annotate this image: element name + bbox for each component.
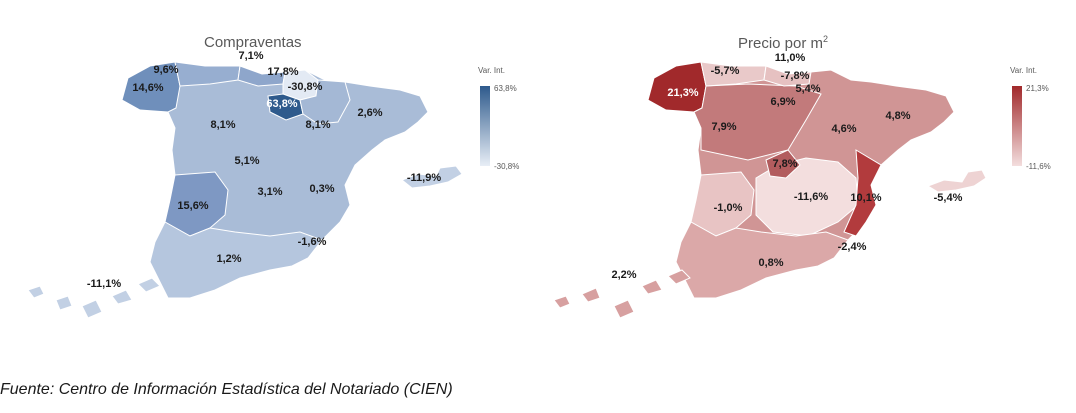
region-label: -11,1% bbox=[86, 278, 122, 290]
map-compraventas: Compraventas 7,1% 9,6% 17,8% -30,8% 14,6… bbox=[0, 0, 540, 340]
region-label: 7,1% bbox=[238, 50, 264, 62]
region-label: 7,8% bbox=[772, 158, 798, 170]
region-label: 2,2% bbox=[611, 269, 637, 281]
legend-max: 21,3% bbox=[1026, 84, 1049, 93]
canary-islands bbox=[27, 277, 161, 319]
region-galicia bbox=[121, 61, 181, 113]
region-label: -1,0% bbox=[713, 202, 743, 214]
balearic-islands bbox=[926, 169, 987, 193]
region-label: 1,2% bbox=[216, 253, 242, 265]
map-title: Compraventas bbox=[204, 34, 302, 51]
region-label: 3,1% bbox=[257, 186, 283, 198]
region-label: 21,3% bbox=[667, 87, 699, 99]
region-castilla-leon bbox=[693, 83, 822, 161]
region-label: 4,6% bbox=[831, 123, 857, 135]
legend-min: -30,8% bbox=[494, 162, 520, 171]
region-label: 0,3% bbox=[309, 183, 335, 195]
region-label: -30,8% bbox=[287, 81, 323, 93]
region-label: -11,6% bbox=[793, 191, 829, 203]
region-label: -7,8% bbox=[780, 70, 810, 82]
region-valencia bbox=[843, 149, 882, 237]
region-label: -2,4% bbox=[837, 241, 867, 253]
map-title-superscript: 2 bbox=[823, 34, 829, 44]
canary-islands bbox=[553, 269, 691, 319]
region-label: 4,8% bbox=[885, 110, 911, 122]
region-label: 15,6% bbox=[177, 200, 209, 212]
region-label: 10,1% bbox=[850, 192, 882, 204]
region-label: 63,8% bbox=[266, 98, 298, 110]
legend-color-bar bbox=[1012, 86, 1022, 166]
balearic-islands bbox=[401, 165, 463, 189]
region-label: 6,9% bbox=[770, 96, 796, 108]
legend-title: Var. Int. bbox=[478, 66, 505, 75]
legend-max: 63,8% bbox=[494, 84, 517, 93]
spain-choropleth-precio bbox=[553, 61, 987, 319]
region-label: 8,1% bbox=[210, 119, 236, 131]
region-label: 17,8% bbox=[267, 66, 299, 78]
legend-title: Var. Int. bbox=[1010, 66, 1037, 75]
map-precio-m2: Precio por m2 11,0% -5,7% -7,8% 21,3% 5,… bbox=[538, 0, 1076, 340]
legend-min: -11,6% bbox=[1026, 162, 1051, 171]
region-label: 2,6% bbox=[357, 107, 383, 119]
region-label: 5,1% bbox=[234, 155, 260, 167]
region-label: 7,9% bbox=[711, 121, 737, 133]
legend-color-bar bbox=[480, 86, 490, 166]
region-label: 0,8% bbox=[758, 257, 784, 269]
region-label: 9,6% bbox=[153, 64, 179, 76]
region-label: -1,6% bbox=[297, 236, 327, 248]
region-label: -11,9% bbox=[406, 172, 442, 184]
region-andalucia bbox=[149, 221, 323, 299]
region-navarra bbox=[299, 79, 351, 125]
source-caption: Fuente: Centro de Información Estadístic… bbox=[0, 381, 453, 398]
map-title-text: Precio por m bbox=[738, 35, 824, 52]
spain-choropleth-compraventas bbox=[27, 61, 463, 319]
region-label: 14,6% bbox=[132, 82, 164, 94]
region-label: -5,4% bbox=[933, 192, 963, 204]
region-label: -5,7% bbox=[710, 65, 740, 77]
map-title: Precio por m2 bbox=[738, 34, 828, 52]
region-label: 8,1% bbox=[305, 119, 331, 131]
region-label: 11,0% bbox=[774, 52, 806, 64]
region-cantabria bbox=[763, 65, 812, 87]
region-label: 5,4% bbox=[795, 83, 821, 95]
region-madrid bbox=[765, 149, 801, 179]
